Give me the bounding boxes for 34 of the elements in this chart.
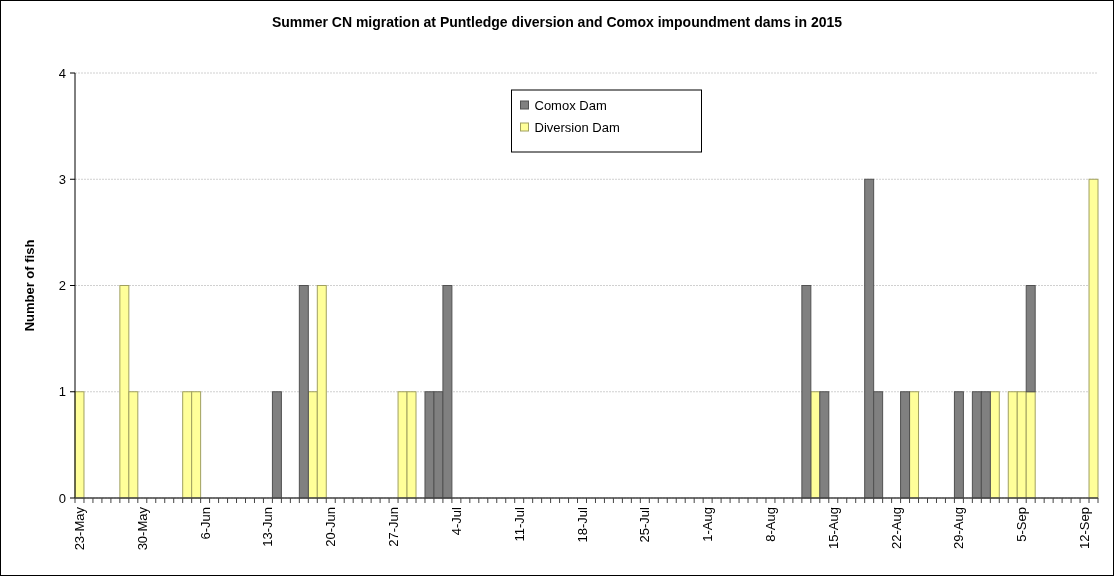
x-tick-label: 4-Jul <box>448 506 464 536</box>
x-tick-label: 30-May <box>134 506 150 551</box>
y-tick-label: 1 <box>58 384 66 400</box>
x-tick-label: 25-Jul <box>637 506 653 543</box>
x-tick-label: 15-Aug <box>825 507 841 549</box>
legend-label: Comox Dam <box>534 97 607 113</box>
x-tick-label: 6-Jun <box>197 507 213 540</box>
x-tick-label: 18-Jul <box>574 506 590 543</box>
x-tick-label: 23-May <box>72 506 88 551</box>
x-tick-label: 12-Sep <box>1077 507 1093 549</box>
bar <box>1088 178 1099 499</box>
y-tick-label: 0 <box>58 490 66 506</box>
x-tick-label: 20-Jun <box>323 507 339 547</box>
x-tick-label: 5-Sep <box>1014 507 1030 542</box>
bar <box>298 285 309 499</box>
x-tick-label: 11-Jul <box>511 506 527 542</box>
y-tick-label: 4 <box>58 65 66 81</box>
bar <box>900 391 911 499</box>
bar <box>953 391 964 499</box>
y-axis-title: Number of fish <box>22 239 37 332</box>
chart-title: Summer CN migration at Puntledge diversion and Comox impoundment dams in 2015 <box>271 14 843 30</box>
y-tick-label: 2 <box>58 278 66 294</box>
x-tick-label: 22-Aug <box>888 507 904 549</box>
bar <box>1025 285 1036 393</box>
x-tick-label: 13-Jun <box>260 507 276 547</box>
x-tick-label: 27-Jun <box>386 507 402 547</box>
x-tick-label: 8-Aug <box>763 507 779 542</box>
x-tick-label: 29-Aug <box>951 507 967 549</box>
bar <box>271 391 282 499</box>
x-tick-label: 1-Aug <box>700 507 716 542</box>
bar <box>819 391 830 499</box>
bar <box>801 285 812 499</box>
legend-label: Diversion Dam <box>534 119 620 135</box>
y-tick-label: 3 <box>58 171 66 187</box>
